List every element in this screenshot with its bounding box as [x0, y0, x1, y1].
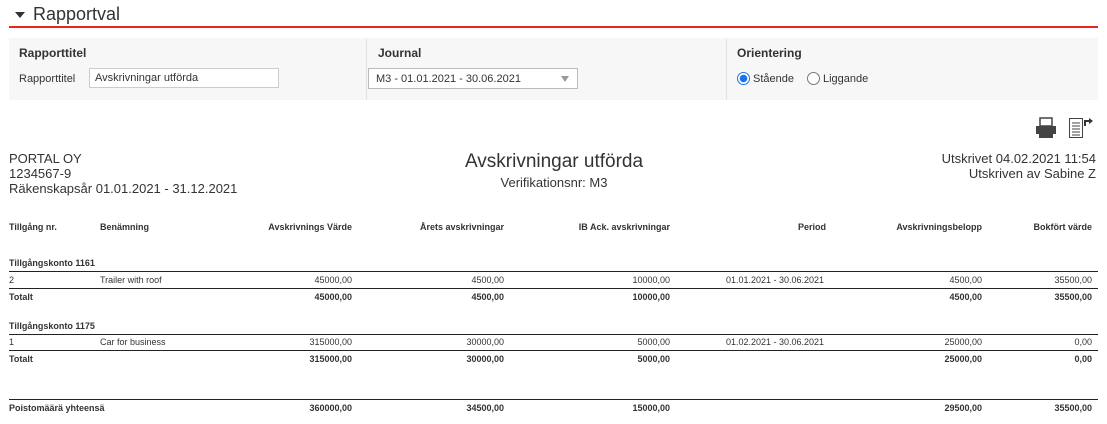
total-cell: 315000,00	[309, 354, 352, 364]
radio-landscape[interactable]: Liggande	[807, 72, 868, 85]
printed-date: Utskrivet 04.02.2021 11:54	[941, 151, 1096, 166]
org-number: 1234567-9	[9, 166, 72, 181]
total-cell: 25000,00	[944, 354, 982, 364]
section-header-rapportval[interactable]: Rapportval	[15, 4, 120, 25]
radio-unchecked-icon	[807, 72, 820, 85]
total-cell: 4500,00	[471, 292, 504, 302]
table-cell: 2	[9, 275, 15, 285]
group-label: Tillgångskonto 1161	[9, 258, 95, 268]
total-cell: 5000,00	[637, 354, 670, 364]
company-name: PORTAL OY	[9, 151, 82, 166]
row-divider	[9, 399, 1098, 400]
total-cell: 4500,00	[949, 292, 982, 302]
journal-select[interactable]: M3 - 01.01.2021 - 30.06.2021	[368, 68, 578, 89]
total-cell: 45000,00	[314, 292, 352, 302]
export-document-icon[interactable]	[1068, 116, 1094, 140]
caret-down-icon	[15, 11, 25, 18]
column-header: Bokfört värde	[1033, 222, 1092, 232]
fiscal-year: Räkenskapsår 01.01.2021 - 31.12.2021	[9, 181, 238, 196]
total-cell: Totalt	[9, 354, 33, 364]
report-title: Avskrivningar utförda	[464, 151, 644, 172]
row-divider	[9, 288, 1098, 289]
radio-checked-icon	[737, 72, 750, 85]
table-cell: 1	[9, 337, 15, 347]
report-title-input[interactable]	[89, 68, 279, 88]
table-cell: Car for business	[100, 337, 166, 347]
radio-portrait[interactable]: Stående	[737, 72, 794, 85]
printer-icon[interactable]	[1035, 117, 1057, 139]
table-cell: 45000,00	[314, 275, 352, 285]
table-cell: 315000,00	[309, 337, 352, 347]
journal-value: M3 - 01.01.2021 - 30.06.2021	[376, 73, 521, 85]
journal-group-heading: Journal	[378, 46, 422, 60]
radio-label: Liggande	[823, 72, 869, 85]
total-cell: 10000,00	[632, 292, 670, 302]
column-header: IB Ack. avskrivningar	[578, 222, 670, 232]
total-cell: Totalt	[9, 292, 33, 302]
table-cell: 10000,00	[632, 275, 670, 285]
table-cell: 25000,00	[944, 337, 982, 347]
row-divider	[9, 271, 1098, 272]
grand-total-cell: 360000,00	[309, 403, 352, 413]
table-cell: 01.02.2021 - 30.06.2021	[725, 337, 825, 347]
total-cell: 30000,00	[466, 354, 504, 364]
table-cell: 0,00	[1074, 337, 1092, 347]
dropdown-arrow-icon	[561, 76, 569, 82]
table-cell: Trailer with roof	[100, 275, 162, 285]
column-header: Avskrivnings Värde	[268, 222, 352, 232]
total-cell: 0,00	[1074, 354, 1092, 364]
grand-total-cell: 35500,00	[1054, 403, 1092, 413]
table-cell: 30000,00	[466, 337, 504, 347]
table-cell: 5000,00	[637, 337, 670, 347]
section-title: Rapportval	[33, 4, 121, 24]
divider	[726, 38, 727, 100]
printed-by: Utskriven av Sabine Z	[968, 166, 1096, 181]
radio-label: Stående	[753, 72, 794, 85]
divider	[366, 38, 367, 100]
report-subtitle: Verifikationsnr: M3	[500, 175, 608, 190]
group-label: Tillgångskonto 1175	[9, 321, 95, 331]
grand-total-cell: Poistomäärä yhteensä	[9, 403, 105, 413]
column-header: Tillgång nr.	[9, 222, 57, 232]
row-divider	[9, 334, 1098, 335]
column-header: Period	[797, 222, 826, 232]
column-header: Årets avskrivningar	[419, 222, 504, 232]
divider	[9, 26, 1098, 28]
title-label: Rapporttitel	[19, 73, 76, 85]
row-divider	[9, 350, 1098, 351]
grand-total-cell: 34500,00	[466, 403, 504, 413]
filter-panel: Rapporttitel Rapporttitel Journal M3 - 0…	[9, 38, 1098, 100]
total-cell: 35500,00	[1054, 292, 1092, 302]
title-group-heading: Rapporttitel	[19, 46, 87, 60]
column-header: Avskrivningsbelopp	[896, 222, 982, 232]
grand-total-cell: 15000,00	[632, 403, 670, 413]
column-header: Benämning	[100, 222, 150, 232]
grand-total-cell: 29500,00	[944, 403, 982, 413]
table-cell: 4500,00	[949, 275, 982, 285]
table-cell: 4500,00	[471, 275, 504, 285]
orientation-group-heading: Orientering	[737, 46, 802, 60]
table-cell: 01.01.2021 - 30.06.2021	[725, 275, 825, 285]
table-cell: 35500,00	[1054, 275, 1092, 285]
